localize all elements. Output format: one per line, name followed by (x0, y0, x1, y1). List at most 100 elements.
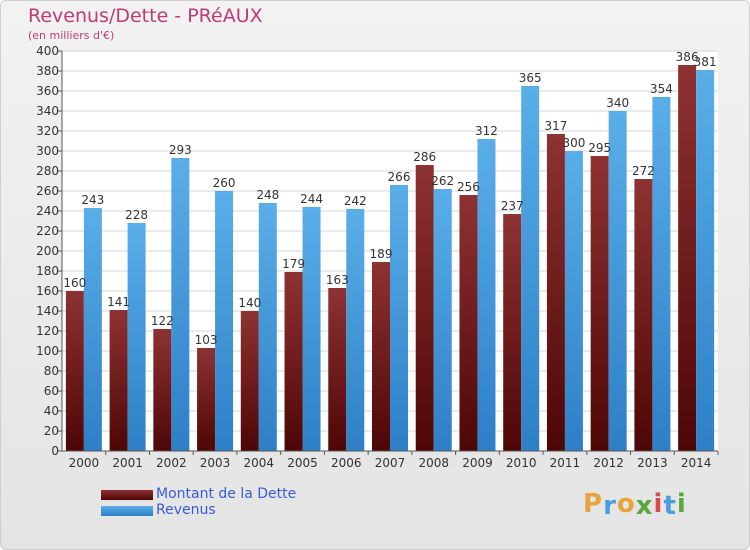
x-tick-label: 2012 (593, 456, 624, 470)
y-tick-label: 280 (36, 164, 59, 178)
bar-debt (240, 311, 259, 451)
bar-revenus (608, 111, 627, 451)
proxiti-logo: Proxiti (583, 489, 687, 521)
data-label-revenus: 262 (431, 174, 454, 188)
data-label-revenus: 340 (606, 96, 629, 110)
bar-debt (109, 310, 128, 451)
data-label-debt: 122 (151, 314, 174, 328)
legend-label-debt: Montant de la Dette (156, 486, 297, 502)
data-label-debt: 237 (501, 199, 524, 213)
data-label-revenus: 228 (125, 208, 148, 222)
data-label-debt: 179 (282, 257, 305, 271)
y-tick-label: 260 (36, 184, 59, 198)
y-tick-label: 360 (36, 84, 59, 98)
logo-letter: r (603, 491, 617, 521)
bar-revenus (346, 209, 365, 451)
data-label-debt: 386 (676, 50, 699, 64)
logo-letter: i (676, 489, 687, 519)
logo-letter: x (635, 491, 654, 521)
y-tick-label: 140 (36, 304, 59, 318)
y-tick-label: 100 (36, 344, 59, 358)
bar-debt (328, 288, 347, 451)
bar-revenus (390, 185, 408, 451)
data-label-revenus: 266 (388, 170, 411, 184)
bar-revenus (127, 223, 146, 451)
bar-revenus (433, 189, 452, 451)
legend-swatch-revenus (101, 506, 153, 516)
data-label-revenus: 354 (650, 82, 673, 96)
x-tick-label: 2002 (156, 456, 187, 470)
logo-letter: o (616, 489, 636, 519)
data-label-debt: 103 (195, 333, 218, 347)
bar-revenus (696, 70, 715, 451)
bar-debt (634, 179, 653, 451)
chart-title: Revenus/Dette - PRéAUX (28, 5, 263, 27)
x-tick-label: 2006 (331, 456, 362, 470)
bar-debt (372, 262, 390, 451)
data-label-debt: 272 (632, 164, 655, 178)
chart-subtitle: (en milliers d'€) (28, 29, 115, 42)
y-tick-label: 340 (36, 104, 59, 118)
x-tick-label: 2009 (462, 456, 493, 470)
bar-revenus (258, 203, 277, 451)
data-label-debt: 286 (413, 150, 436, 164)
logo-letter: P (583, 489, 604, 519)
y-tick-label: 180 (36, 264, 59, 278)
data-label-revenus: 312 (475, 124, 498, 138)
bar-debt (678, 65, 697, 451)
data-label-debt: 317 (544, 119, 567, 133)
data-label-revenus: 300 (562, 136, 585, 150)
y-tick-label: 400 (36, 44, 59, 58)
legend-label-revenus: Revenus (156, 502, 216, 518)
y-tick-label: 300 (36, 144, 59, 158)
bar-debt (590, 156, 609, 451)
y-tick-label: 80 (44, 364, 59, 378)
y-tick-label: 40 (44, 404, 59, 418)
bar-revenus (215, 191, 234, 451)
data-label-debt: 256 (457, 180, 480, 194)
x-tick-label: 2000 (69, 456, 100, 470)
y-tick-label: 60 (44, 384, 59, 398)
y-tick-label: 0 (51, 444, 59, 458)
data-label-revenus: 365 (519, 71, 542, 85)
data-label-debt: 141 (107, 295, 130, 309)
bar-revenus (652, 97, 671, 451)
bar-debt (284, 272, 303, 451)
x-tick-label: 2004 (244, 456, 275, 470)
y-tick-label: 20 (44, 424, 59, 438)
x-tick-label: 2001 (112, 456, 143, 470)
y-tick-label: 220 (36, 224, 59, 238)
y-tick-label: 200 (36, 244, 59, 258)
bar-debt (153, 329, 172, 451)
y-tick-label: 120 (36, 324, 59, 338)
data-label-revenus: 244 (300, 192, 323, 206)
y-tick-label: 240 (36, 204, 59, 218)
x-tick-label: 2010 (506, 456, 537, 470)
x-tick-label: 2005 (287, 456, 318, 470)
bar-debt (503, 214, 522, 451)
bar-revenus (477, 139, 496, 451)
y-tick-label: 160 (36, 284, 59, 298)
legend-swatch-debt (101, 490, 153, 500)
bar-revenus (564, 151, 583, 451)
bar-debt (65, 291, 84, 451)
bar-debt (459, 195, 478, 451)
bar-debt (197, 348, 216, 451)
bar-revenus (171, 158, 190, 451)
data-label-debt: 295 (588, 141, 611, 155)
data-label-revenus: 242 (344, 194, 367, 208)
x-tick-label: 2008 (418, 456, 449, 470)
bar-revenus (83, 208, 102, 451)
bar-revenus (302, 207, 321, 451)
data-label-revenus: 243 (81, 193, 104, 207)
bar-revenus (521, 86, 540, 451)
x-tick-label: 2003 (200, 456, 231, 470)
data-label-revenus: 293 (169, 143, 192, 157)
x-tick-label: 2011 (550, 456, 581, 470)
bar-debt (415, 165, 434, 451)
data-label-revenus: 260 (213, 176, 236, 190)
bar-debt (546, 134, 565, 451)
x-tick-label: 2007 (375, 456, 406, 470)
x-tick-label: 2014 (681, 456, 712, 470)
data-label-debt: 140 (238, 296, 261, 310)
